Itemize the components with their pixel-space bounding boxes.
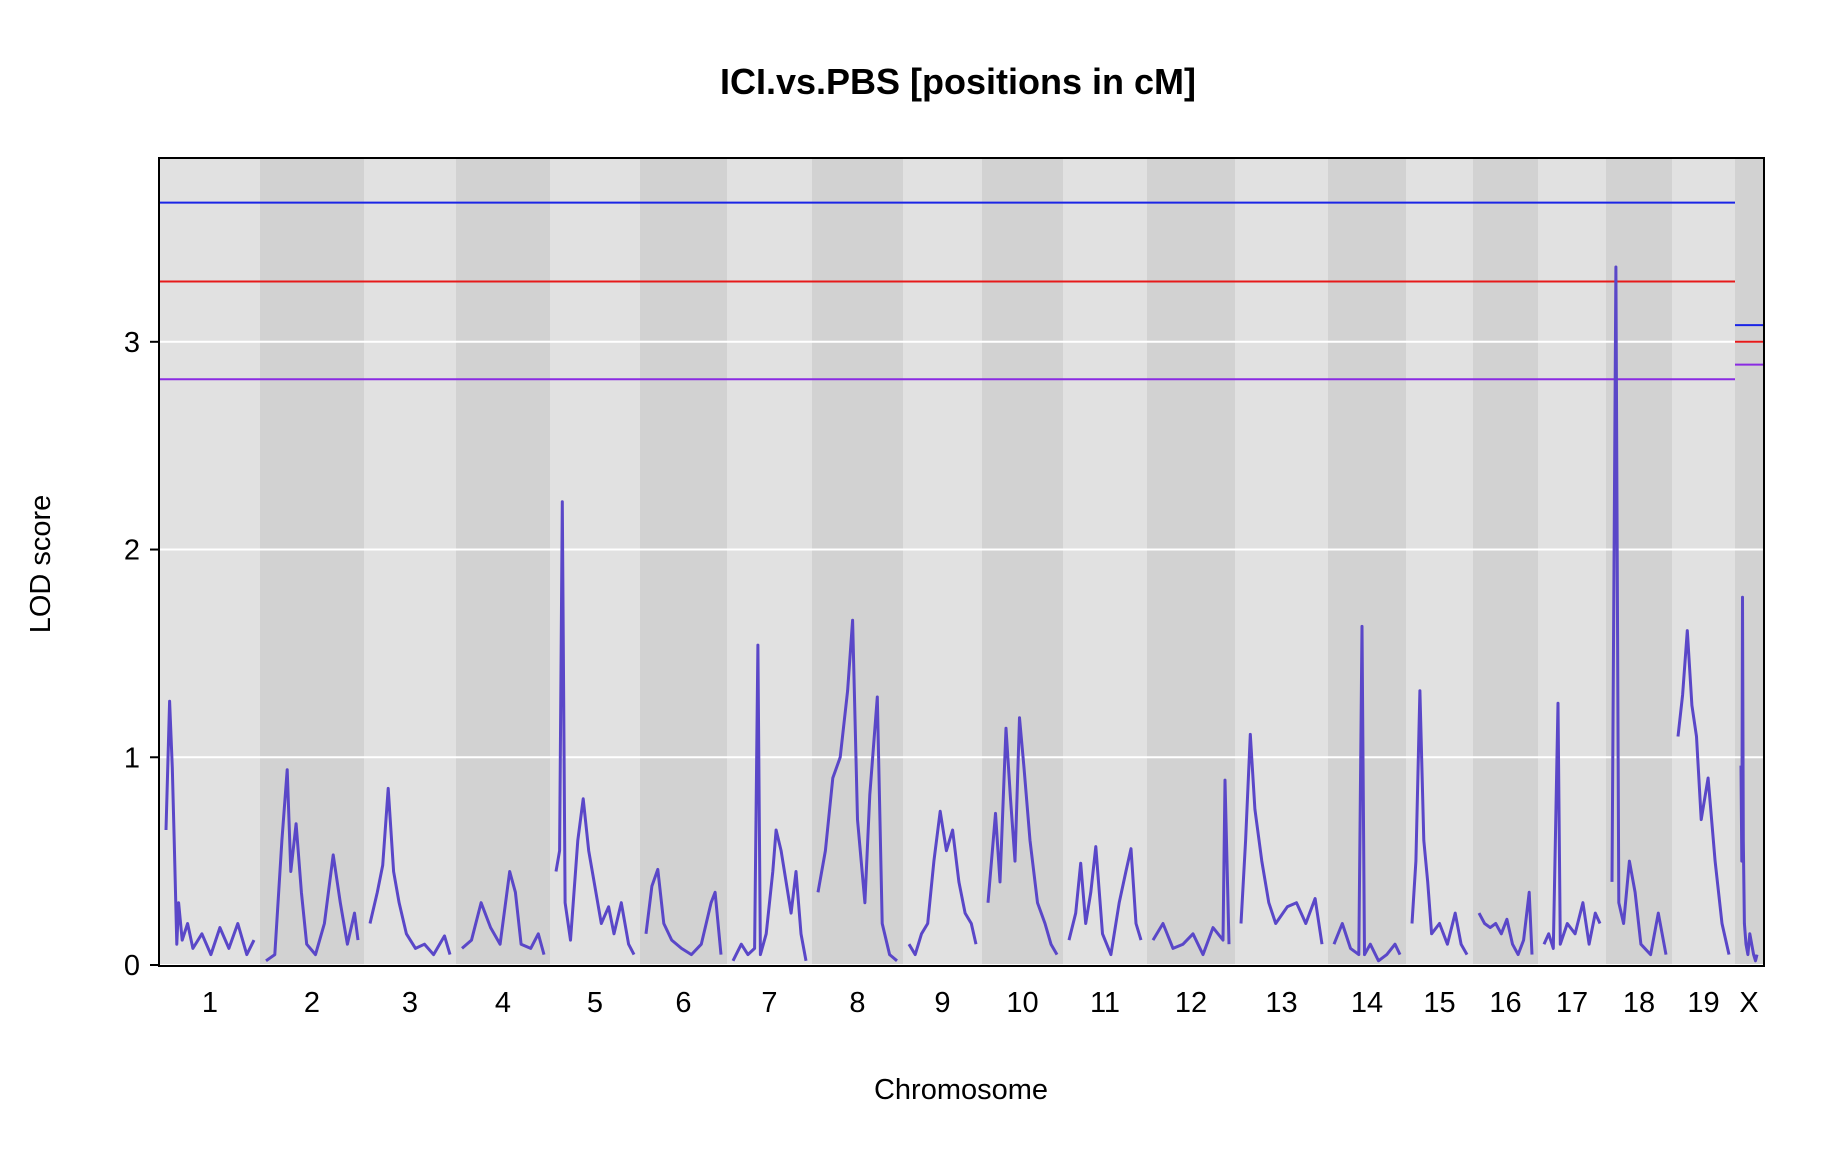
x-tick-label-11: 11	[1090, 987, 1120, 1019]
lod-curve-chr-8	[816, 618, 898, 962]
x-tick-label-19: 19	[1687, 987, 1719, 1019]
lod-curve-chr-12	[1151, 778, 1231, 957]
chromosome-band-7	[727, 159, 812, 965]
chart-title: ICI.vs.PBS [positions in cM]	[720, 61, 1196, 102]
x-tick-label-3: 3	[402, 987, 418, 1019]
chromosome-band-13	[1235, 159, 1328, 965]
chromosome-band-9	[903, 159, 982, 965]
chromosome-band-2	[260, 159, 364, 965]
x-tick-label-13: 13	[1265, 987, 1297, 1019]
lod-curve-chr-15	[1410, 689, 1469, 956]
chromosome-band-3	[364, 159, 456, 965]
y-tick-label-2: 2	[124, 535, 140, 567]
x-tick-label-15: 15	[1423, 987, 1455, 1019]
plot-frame	[158, 157, 1765, 967]
lod-curve-chr-9	[907, 809, 978, 957]
lod-curve-chr-14	[1332, 624, 1402, 963]
x-axis-ticks: 1 2 3 4 5 6 7 8 9 10 11 12 13 14 15 16 17 18 19 X	[202, 987, 1759, 1019]
threshold-lines	[160, 201, 1763, 381]
lod-curve-chr-11	[1067, 845, 1143, 957]
x-tick-label-8: 8	[849, 987, 865, 1019]
x-tick-label-12: 12	[1175, 987, 1207, 1019]
chromosome-band-1	[160, 159, 260, 965]
x-tick-label-9: 9	[934, 987, 950, 1019]
x-tick-label-7: 7	[761, 987, 777, 1019]
chromosome-band-14	[1328, 159, 1406, 965]
lod-curve-chr-4	[461, 870, 546, 955]
x-tick-label-10: 10	[1006, 987, 1038, 1019]
lod-curve-chr-13	[1239, 732, 1324, 945]
chromosome-band-11	[1063, 159, 1147, 965]
lod-curve-chr-7	[731, 643, 808, 962]
x-tick-label-2: 2	[304, 987, 320, 1019]
x-tick-label-1: 1	[202, 987, 218, 1019]
chromosome-band-17	[1538, 159, 1606, 965]
y-tick-label-0: 0	[124, 950, 140, 982]
lod-curve-chr-18	[1610, 265, 1668, 957]
x-tick-label-6: 6	[675, 987, 691, 1019]
x-tick-label-17: 17	[1556, 987, 1588, 1019]
x-tick-label-4: 4	[495, 987, 511, 1019]
y-axis-ticks: 0 1 2 3	[124, 327, 159, 982]
y-tick-label-3: 3	[124, 327, 140, 359]
chromosome-band-4	[456, 159, 550, 965]
x-tick-label-18: 18	[1623, 987, 1655, 1019]
lod-curve-chr-6	[644, 867, 723, 957]
lod-curve-chr-5	[554, 500, 636, 956]
x-tick-label-16: 16	[1489, 987, 1521, 1019]
chromosome-band-6	[640, 159, 727, 965]
chromosome-bands	[160, 159, 1763, 965]
x-tick-label-5: 5	[587, 987, 603, 1019]
lod-curve-chr-3	[368, 786, 452, 957]
lod-curve-chr-1	[164, 699, 256, 957]
x-tick-label-14: 14	[1351, 987, 1383, 1019]
chromosome-band-19	[1672, 159, 1735, 965]
x-axis-label: Chromosome	[874, 1074, 1048, 1106]
y-tick-label-1: 1	[124, 742, 140, 774]
lod-curves	[164, 265, 1759, 963]
chromosome-band-x	[1735, 159, 1763, 965]
lod-curve-chr-2	[265, 768, 360, 963]
lod-curve-chr-10	[986, 716, 1059, 956]
y-axis-label: LOD score	[25, 495, 57, 634]
lod-curve-chr-x	[1739, 595, 1759, 963]
chromosome-band-16	[1473, 159, 1538, 965]
x-tick-label-x: X	[1739, 987, 1758, 1019]
lod-curve-chr-16	[1477, 890, 1534, 957]
lod-curve-chr-17	[1542, 701, 1602, 950]
chromosome-band-12	[1147, 159, 1235, 965]
lod-curve-chr-19	[1676, 629, 1731, 955]
